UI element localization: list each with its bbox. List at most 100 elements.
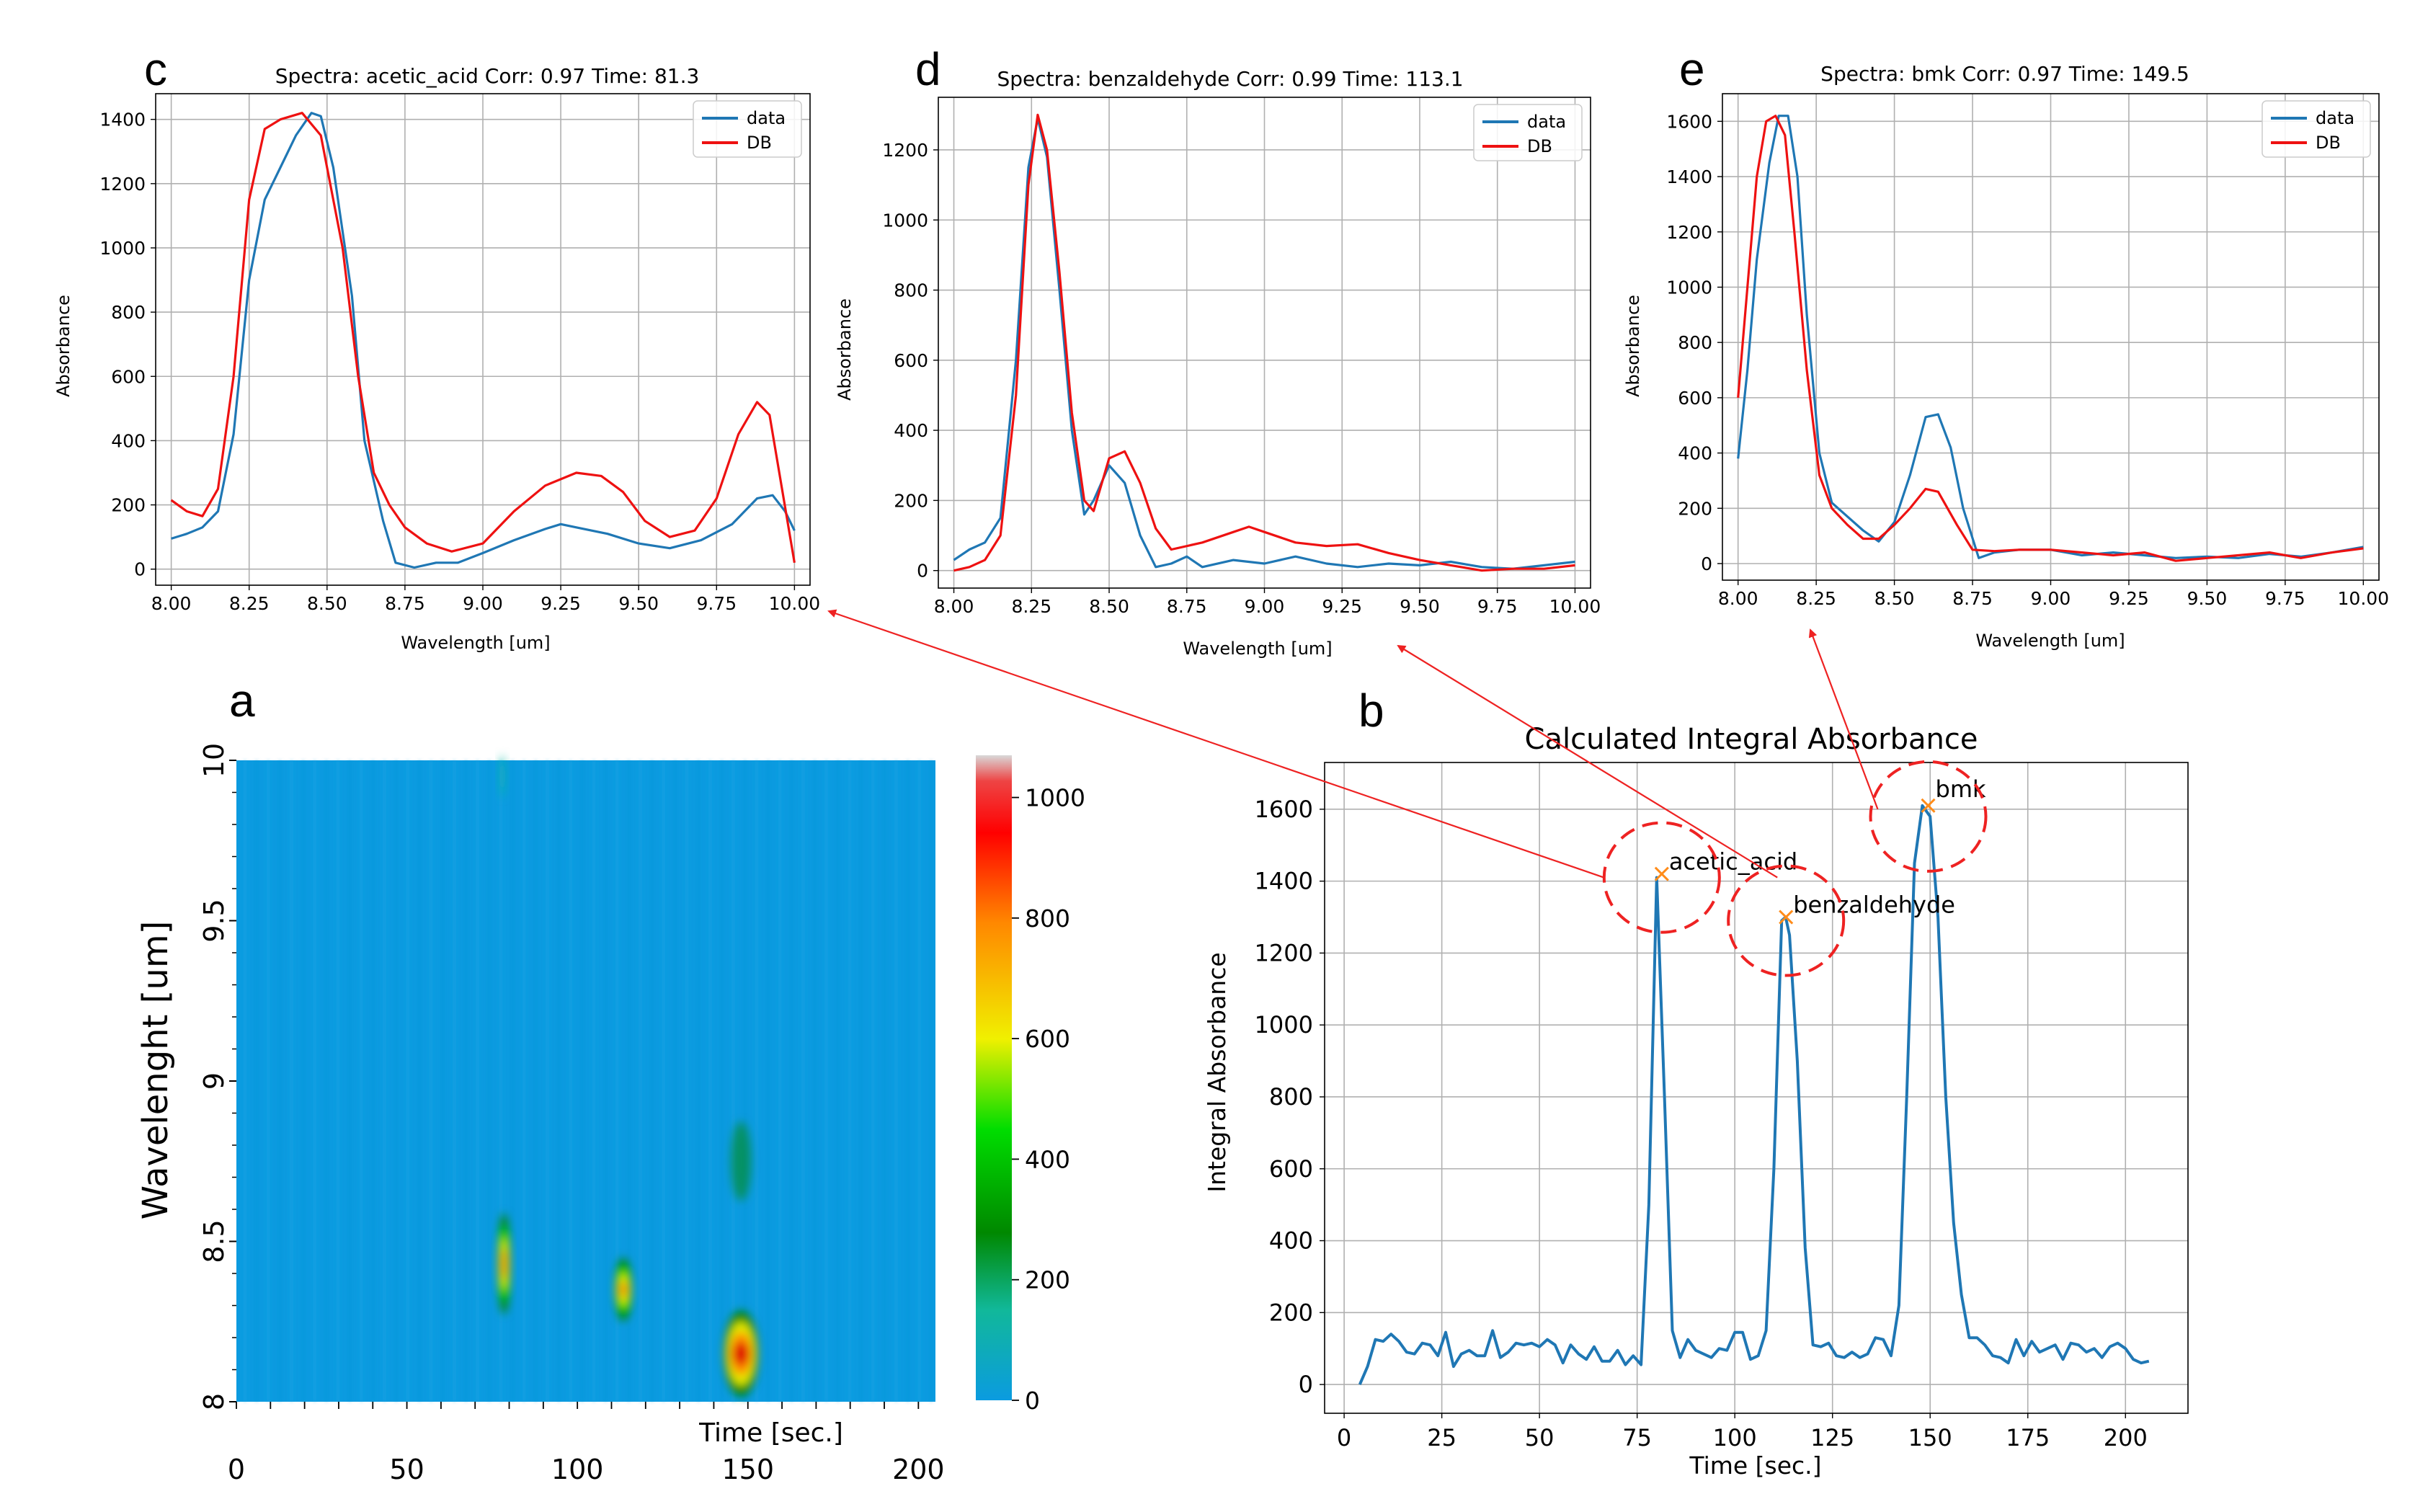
panel-letter-c: c xyxy=(144,43,167,95)
x-tick-label: 8.75 xyxy=(1167,596,1207,617)
x-tick-label: 50 xyxy=(1525,1424,1555,1451)
colorbar-tick-label: 0 xyxy=(1025,1387,1040,1415)
heatmap-hotspot xyxy=(724,1310,759,1397)
y-axis-label-a: Wavelenght [um] xyxy=(135,921,176,1220)
noise-stripe xyxy=(615,760,619,1402)
noise-stripe xyxy=(685,760,689,1402)
noise-stripe xyxy=(743,760,747,1402)
x-tick-label: 10.00 xyxy=(769,593,821,614)
heatmap-x-tick-label: 200 xyxy=(892,1454,945,1485)
noise-stripe xyxy=(476,760,480,1402)
noise-stripe xyxy=(813,760,817,1402)
legend-label-data: data xyxy=(2316,108,2354,128)
spectrum-chart-d: 8.00 8.25 8.50 8.75 9.00 9.25 9.50 9.75 10.00 0 20… xyxy=(882,97,1601,617)
annotation-arrows xyxy=(827,609,1879,879)
heatmap-background xyxy=(236,760,935,1402)
y-axis-label-d: Absorbance xyxy=(835,298,855,401)
x-tick-label: 8.00 xyxy=(1718,588,1758,609)
legend-c: data DB xyxy=(693,100,802,158)
x-tick-label: 9.25 xyxy=(541,593,581,614)
x-tick-label: 9.50 xyxy=(2187,588,2228,609)
heatmap-hotspot xyxy=(731,1121,752,1201)
y-tick-label: 0 xyxy=(1701,553,1712,574)
plot-frame-d xyxy=(938,97,1591,589)
series-line-db xyxy=(170,112,796,564)
x-tick-label: 9.75 xyxy=(1477,596,1518,617)
peak-highlight-circle-acetic_acid xyxy=(1602,821,1721,934)
x-tick-label: 125 xyxy=(1810,1424,1854,1451)
x-axis-label-e: Wavelength [um] xyxy=(1975,631,2125,651)
noise-stripe xyxy=(894,760,899,1402)
heatmap-y-tick-label: 9.5 xyxy=(198,899,230,942)
noise-stripe xyxy=(510,760,515,1402)
series-line-data xyxy=(953,117,1575,570)
noise-stripe xyxy=(336,760,340,1402)
x-tick-label: 8.50 xyxy=(1874,588,1915,609)
y-tick-label: 200 xyxy=(1269,1299,1313,1326)
y-tick-label: 1400 xyxy=(1666,166,1712,187)
y-tick-label: 1000 xyxy=(1666,277,1712,298)
heatmap-x-tick-label: 100 xyxy=(551,1454,604,1485)
colorbar-tick-label: 200 xyxy=(1025,1266,1070,1294)
noise-stripe xyxy=(626,760,631,1402)
y-tick-label: 600 xyxy=(1269,1155,1313,1183)
peak-marker-benzaldehyde xyxy=(1779,910,1794,925)
x-tick-label: 9.25 xyxy=(1322,596,1362,617)
plot-frame-b xyxy=(1324,762,2189,1414)
x-axis-label-a: Time [sec.] xyxy=(698,1418,843,1448)
x-tick-label: 8.75 xyxy=(385,593,425,614)
noise-stripe xyxy=(277,760,282,1402)
x-axis-label-d: Wavelength [um] xyxy=(1183,639,1332,659)
noise-stripe xyxy=(720,760,724,1402)
noise-stripe xyxy=(929,760,933,1402)
noise-stripe xyxy=(906,760,910,1402)
plot-frame-c xyxy=(155,93,811,586)
legend-label-db: DB xyxy=(747,133,772,153)
arrow-acetic-acid-to-c xyxy=(827,609,1605,879)
series-line-integral xyxy=(1358,804,2150,1385)
legend-label-data: data xyxy=(1527,112,1566,132)
noise-stripe xyxy=(708,760,712,1402)
hotspot-contour xyxy=(501,1248,507,1280)
noise-stripe xyxy=(859,760,863,1402)
panel-letter-b: b xyxy=(1358,685,1384,737)
noise-stripe xyxy=(301,760,306,1402)
x-tick-label: 10.00 xyxy=(2338,588,2390,609)
heatmap-y-tick-label: 10 xyxy=(198,743,230,778)
x-tick-label: 175 xyxy=(2006,1424,2050,1451)
noise-stripe xyxy=(801,760,805,1402)
x-tick-label: 10.00 xyxy=(1549,596,1601,617)
series-line-data xyxy=(171,112,796,569)
y-tick-label: 1200 xyxy=(1255,939,1313,966)
heatmap-y-tick-label: 8 xyxy=(198,1393,230,1410)
peak-highlight-circle-benzaldehyde xyxy=(1727,864,1846,977)
noise-stripe xyxy=(243,760,247,1402)
noise-stripe xyxy=(557,760,561,1402)
y-tick-label: 600 xyxy=(894,350,928,371)
noise-stripe xyxy=(417,760,422,1402)
chart-title-b: Calculated Integral Absorbance xyxy=(1525,723,1978,756)
noise-stripe xyxy=(662,760,666,1402)
hotspot-contour xyxy=(499,755,507,799)
colorbar xyxy=(976,755,1012,1400)
heatmap-hotspot xyxy=(615,1258,633,1322)
plot-frame-e xyxy=(1722,93,2380,581)
noise-stripe xyxy=(673,760,677,1402)
peak-highlight-circle-bmk xyxy=(1869,760,1988,873)
y-tick-label: 1400 xyxy=(99,110,146,130)
y-tick-label: 1600 xyxy=(1666,111,1712,132)
noise-stripe xyxy=(487,760,492,1402)
y-tick-label: 1000 xyxy=(882,210,928,231)
chart-title-e: Spectra: bmk Corr: 0.97 Time: 149.5 xyxy=(1820,62,2189,86)
heatmap-y-tick-label: 9 xyxy=(198,1072,230,1090)
colorbar-tick-label: 1000 xyxy=(1025,784,1085,812)
y-tick-label: 1000 xyxy=(1255,1011,1313,1039)
noise-stripe xyxy=(499,760,503,1402)
noise-stripe xyxy=(313,760,317,1402)
y-tick-label: 200 xyxy=(894,490,928,511)
noise-stripe xyxy=(290,760,294,1402)
x-tick-label: 8.00 xyxy=(934,596,974,617)
colorbar-tick-label: 600 xyxy=(1025,1025,1070,1053)
series-line-data xyxy=(1737,115,2364,559)
noise-stripe xyxy=(406,760,410,1402)
